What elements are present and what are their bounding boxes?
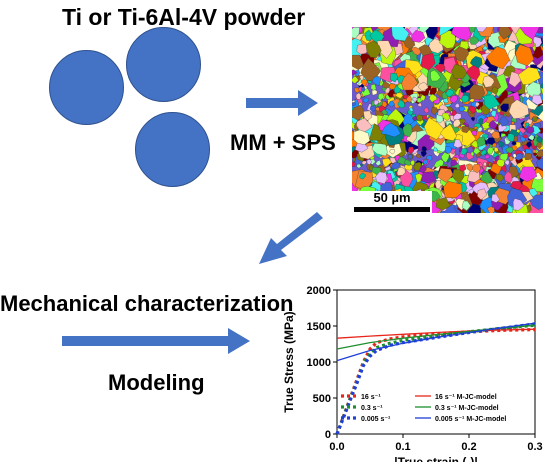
x-tick-label: 0.0 bbox=[329, 441, 344, 453]
x-tick-label: 0.3 bbox=[527, 441, 542, 453]
legend-label: 0.005 s⁻¹ M-JC-model bbox=[435, 416, 506, 423]
y-tick-label: 2000 bbox=[307, 285, 331, 297]
x-tick-label: 0.2 bbox=[461, 441, 476, 453]
arrow-right-to-chart-icon bbox=[62, 328, 250, 354]
y-axis-label: True Stress (MPa) bbox=[282, 311, 296, 412]
process-label: MM + SPS bbox=[230, 130, 336, 155]
y-tick-label: 0 bbox=[325, 429, 331, 441]
y-tick-label: 1500 bbox=[307, 321, 331, 333]
arrow-right-icon bbox=[246, 90, 318, 116]
powder-particle-3 bbox=[135, 112, 210, 187]
series-line-3 bbox=[336, 328, 536, 339]
scale-bar-label: 50 µm bbox=[373, 190, 411, 205]
mechanical-characterization-label: Mechanical characterization bbox=[0, 291, 294, 316]
x-tick-label: 0.1 bbox=[395, 441, 410, 453]
stress-strain-chart: 0.0 0.1 0.2 0.3 0 500 1000 1500 2000 |True strain… bbox=[282, 285, 543, 462]
legend-label: 0.005 s⁻¹ bbox=[361, 416, 391, 423]
y-tick-label: 1000 bbox=[307, 357, 331, 369]
y-tick-label: 500 bbox=[313, 393, 331, 405]
legend-label: 0.3 s⁻¹ bbox=[361, 405, 383, 412]
series-line-5 bbox=[336, 322, 536, 362]
legend-label: 16 s⁻¹ M-JC-model bbox=[435, 394, 497, 401]
modeling-label: Modeling bbox=[108, 370, 205, 395]
legend-label: 0.3 s⁻¹ M-JC-model bbox=[435, 405, 499, 412]
legend-label: 16 s⁻¹ bbox=[361, 394, 381, 401]
arrow-down-left-icon bbox=[259, 212, 323, 264]
powder-particle-2 bbox=[126, 27, 201, 102]
ebsd-microstructure-map bbox=[352, 27, 543, 213]
x-axis-label: |True strain (-)| bbox=[394, 455, 477, 462]
powder-title: Ti or Ti-6Al-4V powder bbox=[62, 4, 306, 30]
chart-legend: 16 s⁻¹ 0.3 s⁻¹ 0.005 s⁻¹ 16 s⁻¹ M-JC-model 0… bbox=[341, 394, 506, 423]
powder-particle-1 bbox=[49, 50, 124, 125]
scale-bar bbox=[354, 207, 430, 212]
plot-area bbox=[336, 289, 536, 435]
